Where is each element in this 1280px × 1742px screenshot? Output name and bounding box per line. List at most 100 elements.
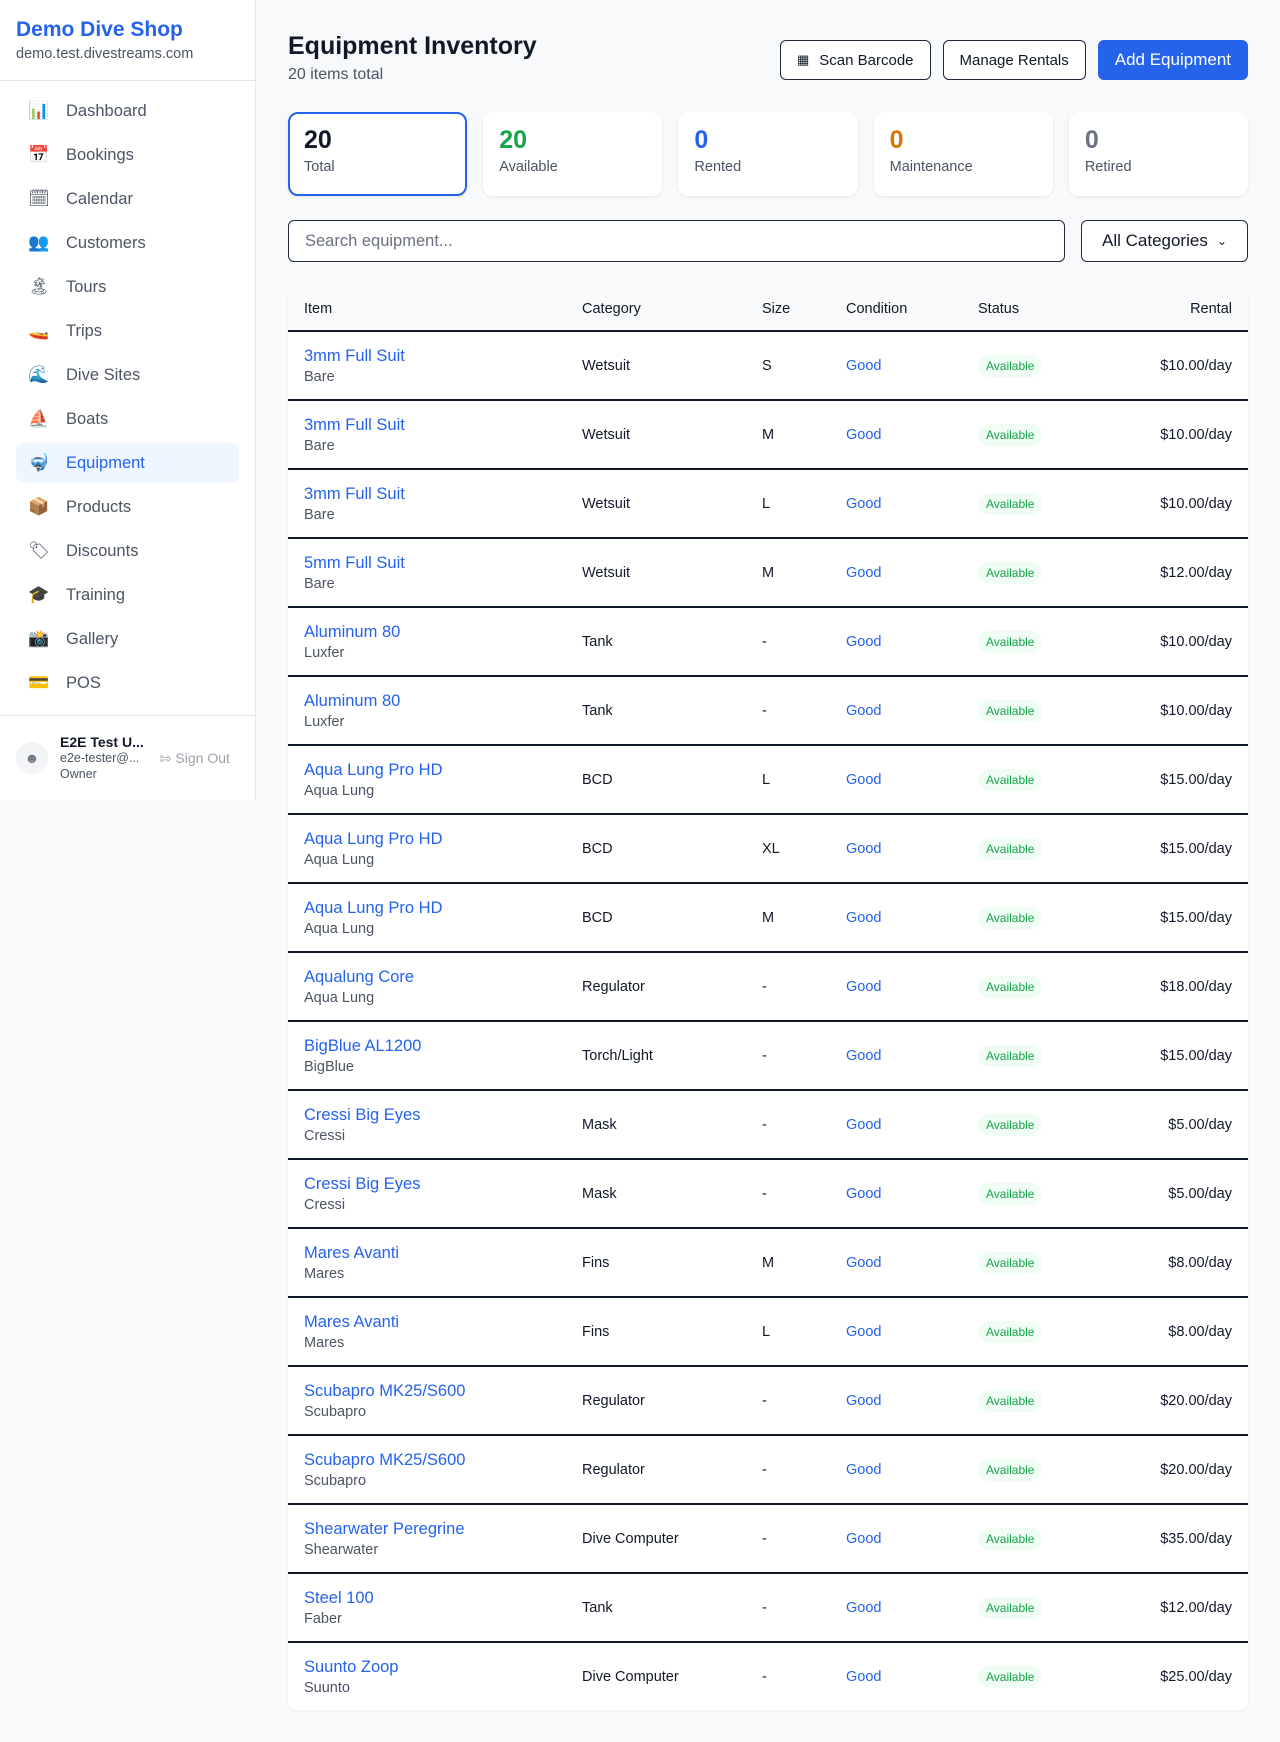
status-badge: Available <box>978 1389 1043 1412</box>
sidebar-item-gallery[interactable]: 📸 Gallery <box>16 619 239 659</box>
category-cell: BCD <box>582 909 613 926</box>
table-row[interactable]: Suunto Zoop Suunto Dive Computer - Good Avail… <box>288 1641 1248 1710</box>
trips-icon: 🚤 <box>28 321 50 340</box>
sidebar-item-calendar[interactable]: 🗓 Calendar <box>16 179 239 219</box>
sidebar-item-dashboard[interactable]: 📊 Dashboard <box>16 91 239 131</box>
sidebar-item-discounts[interactable]: 🏷 Discounts <box>16 531 239 571</box>
stat-card-available[interactable]: 20 Available <box>483 112 663 196</box>
table-row[interactable]: 3mm Full Suit Bare Wetsuit L Good Available $1… <box>288 468 1248 537</box>
item-name-link[interactable]: Mares Avanti <box>304 1312 400 1331</box>
sidebar-item-training[interactable]: 🎓 Training <box>16 575 239 615</box>
sidebar-item-pos[interactable]: 💳 POS <box>16 663 239 703</box>
sidebar-item-dive-sites[interactable]: 🌊 Dive Sites <box>16 355 239 395</box>
sidebar-item-label: Products <box>66 497 132 516</box>
table-row[interactable]: Aqualung Core Aqua Lung Regulator - Good Avai… <box>288 951 1248 1020</box>
sidebar-item-bookings[interactable]: 📅 Bookings <box>16 135 239 175</box>
products-icon: 📦 <box>28 497 50 516</box>
item-name-link[interactable]: Scubapro MK25/S600 <box>304 1450 466 1469</box>
size-cell: M <box>762 1254 775 1271</box>
item-name-link[interactable]: Aluminum 80 <box>304 622 401 641</box>
size-cell: - <box>762 1185 767 1202</box>
table-row[interactable]: Mares Avanti Mares Fins M Good Available $8.00… <box>288 1227 1248 1296</box>
item-name-link[interactable]: Scubapro MK25/S600 <box>304 1381 466 1400</box>
table-row[interactable]: Aqua Lung Pro HD Aqua Lung BCD L Good Availab… <box>288 744 1248 813</box>
item-name-link[interactable]: Cressi Big Eyes <box>304 1174 421 1193</box>
sidebar-item-tours[interactable]: 🏝 Tours <box>16 267 239 307</box>
column-header-rental[interactable]: Rental <box>1190 301 1232 317</box>
add-equipment-button[interactable]: Add Equipment <box>1097 40 1248 80</box>
sidebar-item-equipment[interactable]: 🤿 Equipment <box>16 443 239 483</box>
item-name-link[interactable]: 3mm Full Suit <box>304 484 405 503</box>
item-brand: Bare <box>304 506 335 523</box>
item-brand: Aqua Lung <box>304 851 375 868</box>
condition-cell: Good <box>846 633 882 650</box>
stat-card-retired[interactable]: 0 Retired <box>1068 112 1249 196</box>
item-name-link[interactable]: 3mm Full Suit <box>304 346 405 365</box>
item-name-link[interactable]: Steel 100 <box>304 1588 374 1607</box>
condition-cell: Good <box>846 909 882 926</box>
status-cell: Available <box>978 492 1043 515</box>
stat-card-total[interactable]: 20 Total <box>288 112 468 196</box>
sidebar-item-label: POS <box>66 673 101 692</box>
sign-out-button[interactable]: ⇰ Sign Out <box>160 750 230 767</box>
stats-row: 20 Total 20 Available 0 Rented 0 Maintenance 0 Re… <box>288 112 1249 196</box>
item-name-link[interactable]: Shearwater Peregrine <box>304 1519 465 1538</box>
item-name-link[interactable]: Suunto Zoop <box>304 1657 399 1676</box>
table-row[interactable]: Mares Avanti Mares Fins L Good Available $8.00… <box>288 1296 1248 1365</box>
column-header-size[interactable]: Size <box>762 301 791 317</box>
size-cell: - <box>762 1599 767 1616</box>
stat-card-rented[interactable]: 0 Rented <box>678 112 858 196</box>
sidebar-item-label: Gallery <box>66 629 119 648</box>
sidebar-item-boats[interactable]: ⛵ Boats <box>16 399 239 439</box>
table-row[interactable]: Aluminum 80 Luxfer Tank - Good Available $10.0… <box>288 675 1248 744</box>
table-row[interactable]: Cressi Big Eyes Cressi Mask - Good Available $… <box>288 1089 1248 1158</box>
sidebar-item-label: Dashboard <box>66 101 147 120</box>
condition-cell: Good <box>846 978 882 995</box>
sidebar-item-products[interactable]: 📦 Products <box>16 487 239 527</box>
table-row[interactable]: 3mm Full Suit Bare Wetsuit M Good Available $1… <box>288 399 1248 468</box>
table-row[interactable]: Cressi Big Eyes Cressi Mask - Good Available $… <box>288 1158 1248 1227</box>
table-row[interactable]: Aqua Lung Pro HD Aqua Lung BCD XL Good Availa… <box>288 813 1248 882</box>
column-header-category[interactable]: Category <box>582 301 641 317</box>
item-name-link[interactable]: Aluminum 80 <box>304 691 401 710</box>
item-cell: Shearwater Peregrine Shearwater <box>304 1518 465 1560</box>
item-name-link[interactable]: Mares Avanti <box>304 1243 400 1262</box>
table-row[interactable]: BigBlue AL1200 BigBlue Torch/Light - Good Ava… <box>288 1020 1248 1089</box>
table-row[interactable]: Steel 100 Faber Tank - Good Available $12.00/d… <box>288 1572 1248 1641</box>
sidebar-item-customers[interactable]: 👥 Customers <box>16 223 239 263</box>
gallery-icon: 📸 <box>28 629 50 648</box>
item-name-link[interactable]: Aqua Lung Pro HD <box>304 760 443 779</box>
stat-value: 0 <box>1084 126 1099 154</box>
table-row[interactable]: 5mm Full Suit Bare Wetsuit M Good Available $1… <box>288 537 1248 606</box>
table-row[interactable]: 3mm Full Suit Bare Wetsuit S Good Available $1… <box>288 330 1248 399</box>
category-select[interactable]: All Categories ⌄ <box>1081 220 1248 262</box>
manage-rentals-button[interactable]: Manage Rentals <box>942 40 1086 80</box>
item-name-link[interactable]: BigBlue AL1200 <box>304 1036 422 1055</box>
item-name-link[interactable]: Aqua Lung Pro HD <box>304 898 443 917</box>
column-header-item[interactable]: Item <box>304 301 333 317</box>
sign-out-icon: ⇰ <box>159 749 172 766</box>
item-name-link[interactable]: Aqualung Core <box>304 967 415 986</box>
table-row[interactable]: Aqua Lung Pro HD Aqua Lung BCD M Good Availab… <box>288 882 1248 951</box>
scan-barcode-button[interactable]: ▦ Scan Barcode <box>779 40 931 80</box>
rental-price-cell: $35.00/day <box>1160 1530 1232 1547</box>
sidebar-item-label: Trips <box>66 321 103 340</box>
item-name-link[interactable]: Cressi Big Eyes <box>304 1105 421 1124</box>
table-row[interactable]: Aluminum 80 Luxfer Tank - Good Available $10.0… <box>288 606 1248 675</box>
status-cell: Available <box>978 1182 1043 1205</box>
column-header-condition[interactable]: Condition <box>846 301 908 317</box>
table-row[interactable]: Scubapro MK25/S600 Scubapro Regulator - Good… <box>288 1434 1248 1503</box>
sidebar-item-trips[interactable]: 🚤 Trips <box>16 311 239 351</box>
item-name-link[interactable]: 5mm Full Suit <box>304 553 405 572</box>
stat-value: 20 <box>499 126 528 154</box>
item-name-link[interactable]: 3mm Full Suit <box>304 415 405 434</box>
stat-card-maintenance[interactable]: 0 Maintenance <box>873 112 1053 196</box>
table-row[interactable]: Scubapro MK25/S600 Scubapro Regulator - Good… <box>288 1365 1248 1434</box>
item-name-link[interactable]: Aqua Lung Pro HD <box>304 829 443 848</box>
table-row[interactable]: Shearwater Peregrine Shearwater Dive Compu… <box>288 1503 1248 1572</box>
status-cell: Available <box>978 1458 1043 1481</box>
status-cell: Available <box>978 768 1043 791</box>
shop-name[interactable]: Demo Dive Shop <box>16 18 183 41</box>
search-input[interactable]: Search equipment... <box>288 220 1065 262</box>
column-header-status[interactable]: Status <box>978 301 1020 317</box>
